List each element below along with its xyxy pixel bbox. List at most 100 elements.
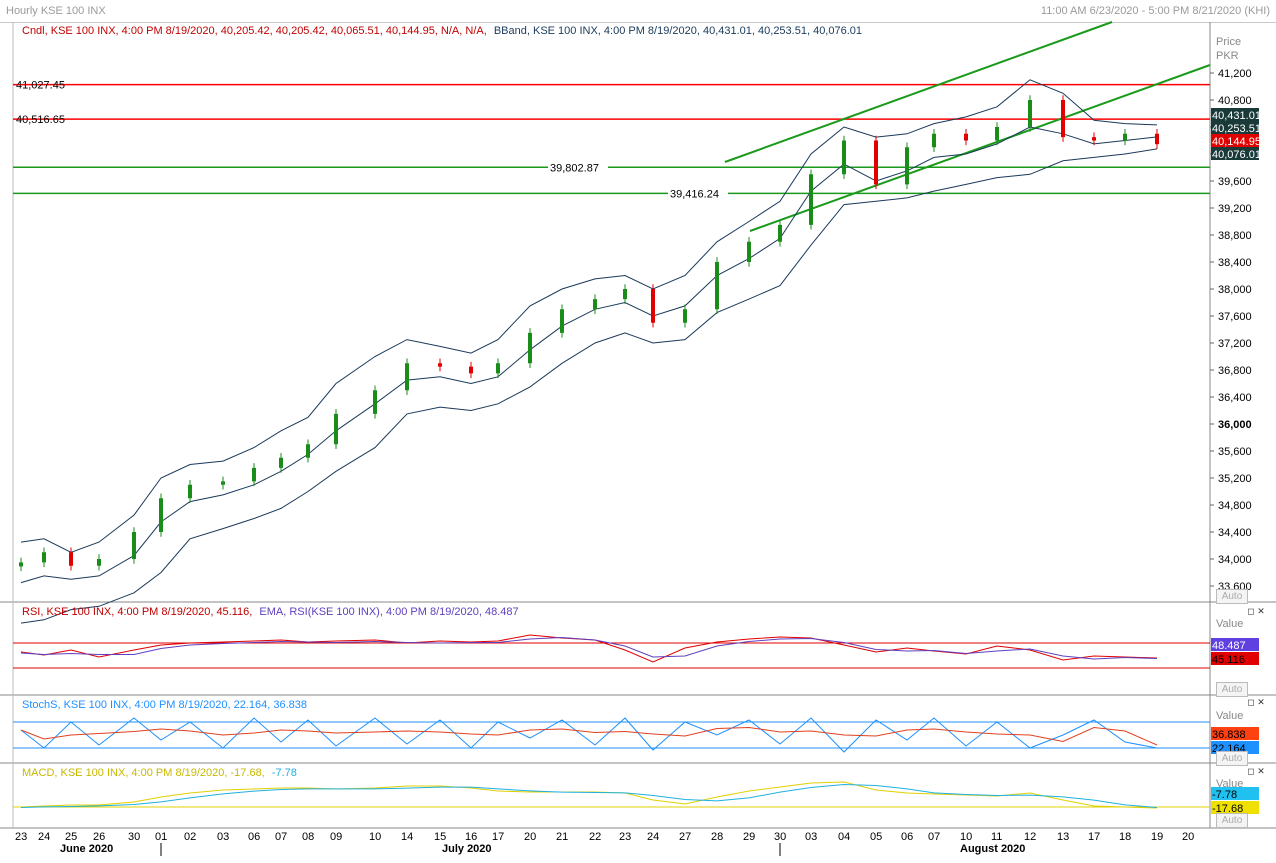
candle-body: [842, 140, 846, 175]
candle-body: [528, 332, 532, 364]
candle-body: [964, 133, 968, 141]
close-icon[interactable]: ✕: [1257, 606, 1265, 616]
day-label: 17: [492, 831, 504, 843]
window-titlebar: Hourly KSE 100 INX 11:00 AM 6/23/2020 - …: [0, 0, 1276, 23]
day-label: 19: [1151, 831, 1163, 843]
day-label: 20: [524, 831, 536, 843]
price-tick-label: 34,000: [1218, 554, 1252, 566]
day-label: 07: [275, 831, 287, 843]
window-title: Hourly KSE 100 INX: [6, 5, 106, 17]
macd-signal-marker: -7.78: [1212, 789, 1237, 801]
macd-value-header: Value: [1216, 778, 1244, 790]
rsi-ema-line: [20, 636, 1158, 660]
day-label: 04: [838, 831, 850, 843]
date-range: 11:00 AM 6/23/2020 - 5:00 PM 8/21/2020 (…: [1040, 5, 1270, 17]
day-label: 15: [434, 831, 446, 843]
stoch-pane-controls: ◻ ✕: [1246, 697, 1266, 708]
day-label: 29: [743, 831, 755, 843]
day-label: 26: [93, 831, 105, 843]
day-label: 17: [1088, 831, 1100, 843]
resistance-label: 41,027.45: [16, 80, 65, 92]
bband-mid-line: [20, 126, 1158, 584]
stoch-auto-button[interactable]: Auto: [1216, 751, 1248, 766]
day-label: 28: [711, 831, 723, 843]
price-tick-label: 40,800: [1218, 95, 1252, 107]
close-price-marker: 40,144.95: [1212, 136, 1261, 148]
macd-auto-button[interactable]: Auto: [1216, 813, 1248, 828]
bband-legend: BBand, KSE 100 INX, 4:00 PM 8/19/2020, 4…: [493, 25, 863, 37]
day-label: 16: [465, 831, 477, 843]
month-label-july: July 2020: [442, 843, 492, 855]
rsi-pane-controls: ◻ ✕: [1246, 606, 1266, 617]
day-label: 23: [15, 831, 27, 843]
support-label: 39,416.24: [670, 188, 719, 200]
day-label: 06: [248, 831, 260, 843]
day-label: 30: [128, 831, 140, 843]
stoch-k-marker-bg: [1211, 741, 1259, 754]
rsi-value-header: Value: [1216, 618, 1244, 630]
stoch-value-header: Value: [1216, 710, 1244, 722]
support-label-bg: [668, 185, 728, 198]
day-label: 21: [556, 831, 568, 843]
rsi-marker-bg: [1211, 652, 1259, 665]
rsi-legend-main: RSI, KSE 100 INX, 4:00 PM 8/19/2020, 45.…: [22, 606, 253, 618]
rsi-legend: RSI, KSE 100 INX, 4:00 PM 8/19/2020, 45.…: [22, 606, 519, 618]
day-label: 01: [155, 831, 167, 843]
day-label: 25: [65, 831, 77, 843]
day-label: 14: [401, 831, 413, 843]
support-label: 39,802.87: [550, 162, 599, 174]
close-price-marker-bg: [1211, 134, 1259, 147]
maximize-icon[interactable]: ◻: [1247, 697, 1255, 707]
candle-body: [995, 127, 999, 141]
candle-body: [683, 309, 687, 323]
candle-body: [1061, 100, 1065, 138]
candle-body: [306, 444, 310, 458]
candle-body: [373, 390, 377, 414]
close-icon[interactable]: ✕: [1257, 697, 1265, 707]
stoch-legend: StochS, KSE 100 INX, 4:00 PM 8/19/2020, …: [22, 699, 307, 711]
day-label: 05: [870, 831, 882, 843]
rsi-marker: 45.116: [1212, 654, 1245, 666]
day-label: 23: [619, 831, 631, 843]
day-label: 30: [774, 831, 786, 843]
price-axis-unit: PKR: [1216, 50, 1239, 62]
price-tick-label: 35,200: [1218, 473, 1252, 485]
price-tick-label: 37,200: [1218, 338, 1252, 350]
rsi-auto-button[interactable]: Auto: [1216, 682, 1248, 697]
candle-body: [19, 562, 23, 567]
day-label: 08: [302, 831, 314, 843]
price-tick-label: 41,200: [1218, 68, 1252, 80]
candle-body: [932, 133, 936, 148]
close-icon[interactable]: ✕: [1257, 766, 1265, 776]
candle-body: [252, 467, 256, 482]
macd-pane-controls: ◻ ✕: [1246, 766, 1266, 777]
candle-body: [1028, 100, 1032, 127]
price-auto-button[interactable]: Auto: [1216, 589, 1248, 604]
candle-body: [438, 363, 442, 367]
maximize-icon[interactable]: ◻: [1247, 606, 1255, 616]
month-label-august: August 2020: [960, 843, 1026, 855]
candle-body: [496, 363, 500, 374]
bb-lower-marker-bg: [1211, 147, 1259, 160]
resistance-label: 40,516.65: [16, 114, 65, 126]
stoch-d-line: [20, 726, 1158, 746]
macd-legend: MACD, KSE 100 INX, 4:00 PM 8/19/2020, -1…: [22, 767, 297, 779]
candle-body: [715, 262, 719, 310]
candle-body: [747, 241, 751, 262]
price-tick-label: 36,400: [1218, 392, 1252, 404]
bband-upper-line: [20, 79, 1158, 553]
maximize-icon[interactable]: ◻: [1247, 766, 1255, 776]
price-tick-label: 36,800: [1218, 365, 1252, 377]
day-label: 06: [901, 831, 913, 843]
candle-body: [69, 552, 73, 566]
candle-body: [405, 363, 409, 391]
bb-lower-marker: 40,076.01: [1212, 149, 1261, 161]
channel-lower-line: [749, 64, 1211, 232]
day-label: 24: [38, 831, 50, 843]
macd-signal-line: [20, 783, 1158, 808]
support-label-bg: [548, 159, 608, 172]
day-label: 03: [217, 831, 229, 843]
price-tick-label: 34,400: [1218, 527, 1252, 539]
price-legend: Cndl, KSE 100 INX, 4:00 PM 8/19/2020, 40…: [22, 25, 862, 37]
candle-body: [221, 481, 225, 485]
